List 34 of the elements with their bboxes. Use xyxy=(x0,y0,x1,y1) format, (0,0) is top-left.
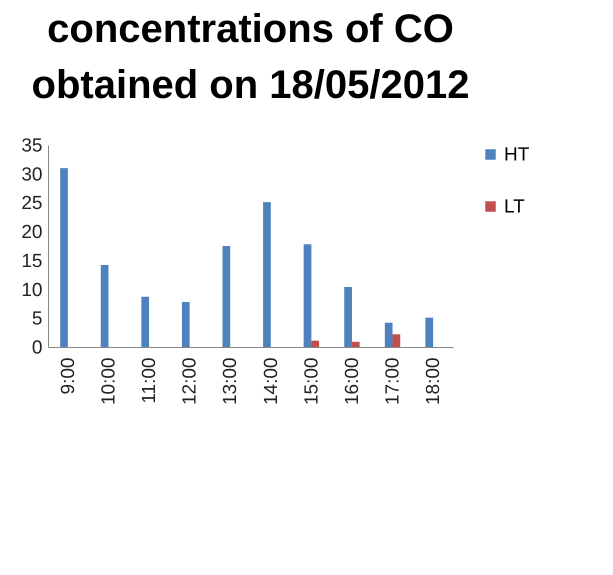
y-tick-label: 10 xyxy=(21,280,42,301)
x-tick-label: 16:00 xyxy=(342,358,363,406)
x-tick-label: 17:00 xyxy=(382,358,404,406)
y-tick-label: 5 xyxy=(32,308,42,330)
x-tick-label: 12:00 xyxy=(180,358,201,406)
bar xyxy=(100,265,108,347)
y-tick-label: 15 xyxy=(21,250,42,272)
bar xyxy=(392,334,400,347)
x-tick-label: 11:00 xyxy=(139,358,160,404)
x-tick-label: 14:00 xyxy=(260,358,282,406)
legend-label: LT xyxy=(504,196,526,218)
bar xyxy=(222,246,230,347)
bar xyxy=(60,168,68,347)
x-tick-label: 15:00 xyxy=(301,358,322,406)
x-tick-label: 10:00 xyxy=(98,358,120,406)
chart-title: concentrations of CO obtained on 18/05/2012 xyxy=(32,7,470,107)
bar xyxy=(141,296,150,347)
bar xyxy=(182,302,190,347)
bar xyxy=(344,286,352,347)
bar xyxy=(425,318,434,347)
bar xyxy=(384,322,393,347)
x-tick-label: 9:00 xyxy=(58,358,79,394)
y-tick-label: 35 xyxy=(21,136,42,156)
bar xyxy=(263,202,271,347)
bar xyxy=(352,342,360,347)
y-tick-label: 25 xyxy=(21,193,42,214)
y-tick-label: 30 xyxy=(21,164,42,186)
legend-label: HT xyxy=(504,144,530,166)
bar xyxy=(311,340,320,347)
x-tick-label: 18:00 xyxy=(423,358,444,406)
bar xyxy=(304,244,312,347)
x-tick-label: 13:00 xyxy=(220,358,242,406)
y-tick-label: 20 xyxy=(21,222,42,244)
y-tick-label: 0 xyxy=(32,338,42,358)
